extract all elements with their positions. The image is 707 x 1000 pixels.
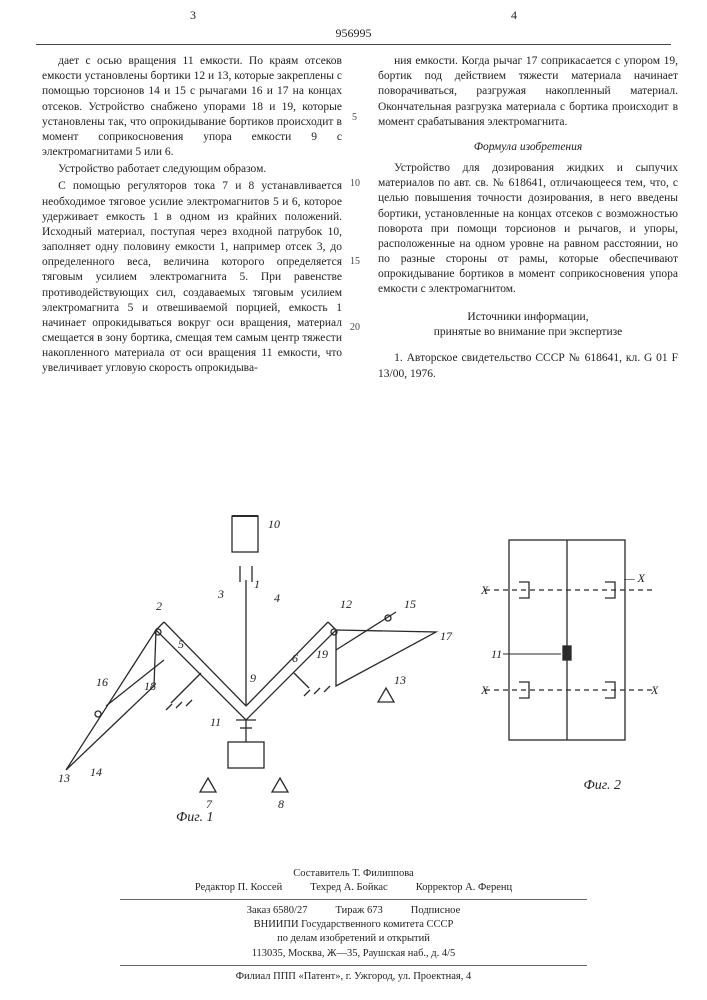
footer-dept: по делам изобретений и открытий <box>0 932 707 946</box>
line-marker-5: 5 <box>352 112 357 123</box>
footer-corrector: Корректор А. Ференц <box>416 881 512 895</box>
line-marker-15: 15 <box>350 256 360 267</box>
figures-area: 10 3 1 4 2 12 15 17 13 19 5 6 9 16 18 11… <box>36 510 671 840</box>
fig1-ref-1: 1 <box>254 577 260 591</box>
fig1-ref-3: 3 <box>217 587 224 601</box>
document-number: 956995 <box>0 26 707 41</box>
fig1-ref-10: 10 <box>268 517 280 531</box>
footer-filial: Филиал ППП «Патент», г. Ужгород, ул. Про… <box>0 970 707 984</box>
fig2-ref-11: 11 <box>491 647 502 661</box>
fig1-ref-6: 6 <box>292 651 298 665</box>
fig1-ref-2: 2 <box>156 599 162 613</box>
fig1-ref-13: 13 <box>394 673 406 687</box>
footer-row-3: Заказ 6580/27 Тираж 673 Подписное <box>0 904 707 918</box>
line-marker-10: 10 <box>350 178 360 189</box>
fig2-x2l: X <box>481 683 489 697</box>
fig1-ref-11: 11 <box>210 715 221 729</box>
fig2-x2r: X <box>650 683 659 697</box>
footer-order: Заказ 6580/27 <box>247 904 308 918</box>
fig2-x1r: — X <box>623 571 646 585</box>
footer-rule-2 <box>120 965 587 966</box>
fig1-ref-17: 17 <box>440 629 453 643</box>
fig1-ref-4: 4 <box>274 591 280 605</box>
line-marker-20: 20 <box>350 322 360 333</box>
figure-1: 10 3 1 4 2 12 15 17 13 19 5 6 9 16 18 11… <box>36 510 456 830</box>
formula-heading: Формула изобретения <box>378 140 678 155</box>
sources-heading: Источники информации, принятые во вниман… <box>378 310 678 340</box>
fig1-label: Фиг. 1 <box>176 810 214 826</box>
footer-rule-1 <box>120 899 587 900</box>
page-number-left: 3 <box>190 8 196 23</box>
left-column: дает с осью вращения 11 емкости. По края… <box>42 54 342 379</box>
right-column: ния емкости. Когда рычаг 17 соприкасаетс… <box>378 54 678 384</box>
fig1-ref-18: 18 <box>144 679 156 693</box>
footer: Составитель Т. Филиппова Редактор П. Кос… <box>0 867 707 984</box>
fig1-ref-16: 16 <box>96 675 108 689</box>
footer-vniipi: ВНИИПИ Государственного комитета СССР <box>0 918 707 932</box>
left-para-3: С помощью регуляторов тока 7 и 8 устанав… <box>42 179 342 376</box>
fig1-ref-5: 5 <box>178 637 184 651</box>
left-para-1: дает с осью вращения 11 емкости. По края… <box>42 54 342 160</box>
fig1-ref-15: 15 <box>404 597 416 611</box>
fig1-ref-12: 12 <box>340 597 352 611</box>
top-rule <box>36 44 671 45</box>
fig1-ref-19: 19 <box>316 647 328 661</box>
left-para-2: Устройство работает следующим образом. <box>42 162 342 177</box>
page-number-right: 4 <box>511 8 517 23</box>
footer-compiler: Составитель Т. Филиппова <box>0 867 707 881</box>
footer-tirazh: Тираж 673 <box>335 904 382 918</box>
fig1-ref-13b: 13 <box>58 771 70 785</box>
footer-address: 113035, Москва, Ж—35, Раушская наб., д. … <box>0 947 707 961</box>
fig1-ref-9: 9 <box>250 671 256 685</box>
fig2-label: Фиг. 2 <box>583 778 621 794</box>
footer-row-2: Редактор П. Коссей Техред А. Бойкас Корр… <box>0 881 707 895</box>
fig1-ref-14: 14 <box>90 765 102 779</box>
footer-subscription: Подписное <box>411 904 460 918</box>
footer-techred: Техред А. Бойкас <box>310 881 388 895</box>
right-para-2: Устройство для дозирования жидких и сыпу… <box>378 161 678 298</box>
fig2-x1l: X <box>481 583 489 597</box>
fig1-ref-8: 8 <box>278 797 284 811</box>
fig1-ref-7: 7 <box>206 797 213 811</box>
footer-editor: Редактор П. Коссей <box>195 881 282 895</box>
right-para-3: 1. Авторское свидетельство СССР № 618641… <box>378 351 678 381</box>
right-para-1: ния емкости. Когда рычаг 17 соприкасаетс… <box>378 54 678 130</box>
figure-2: X — X X X 11 <box>481 530 661 770</box>
